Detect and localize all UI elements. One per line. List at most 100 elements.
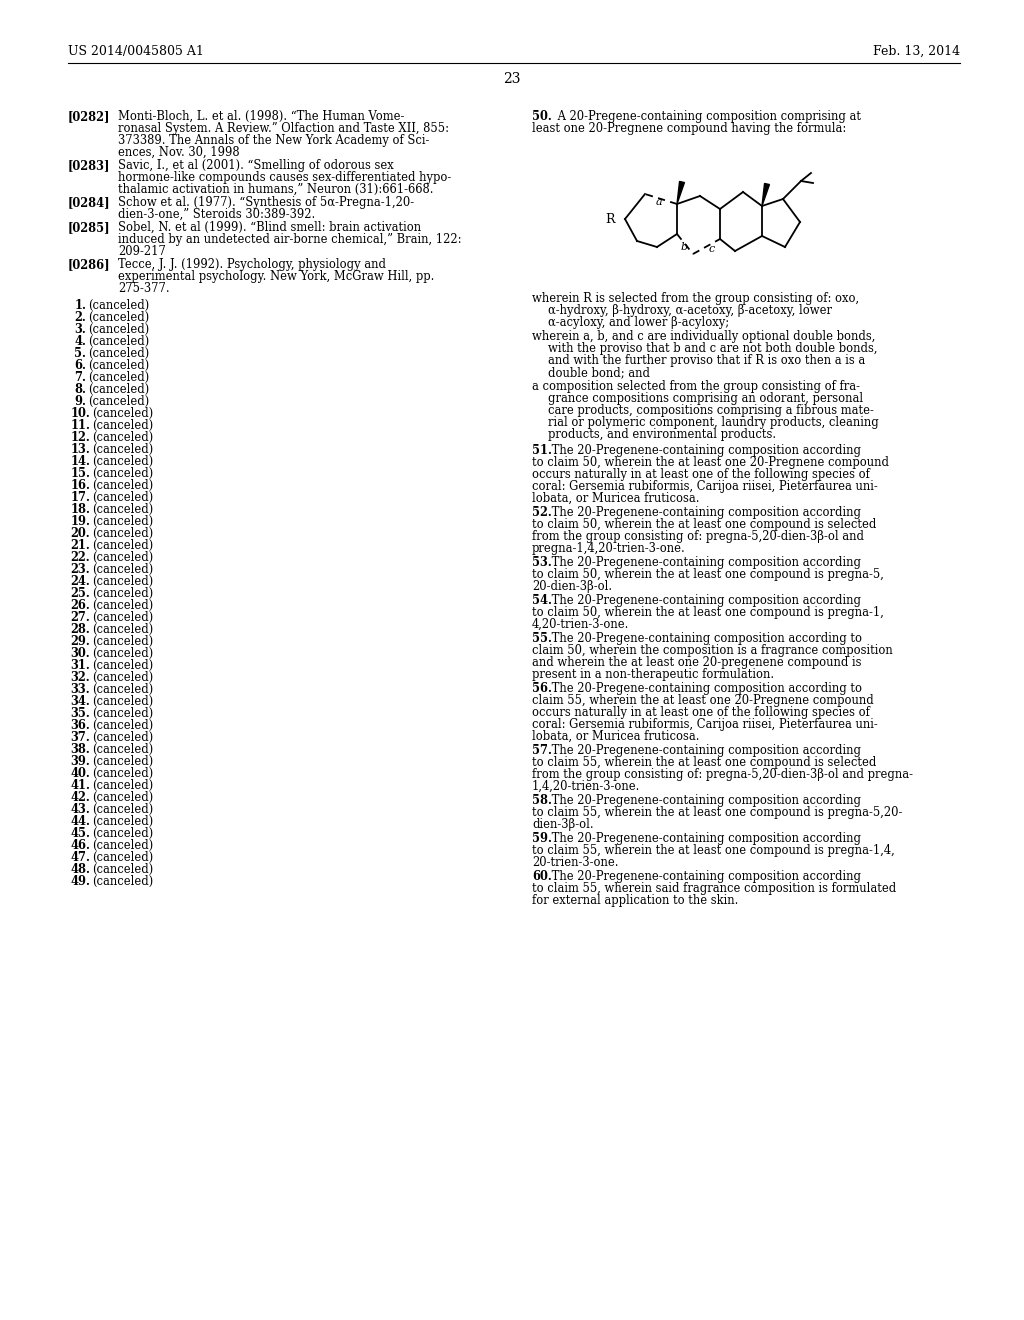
- Text: 1,4,20-trien-3-one.: 1,4,20-trien-3-one.: [532, 780, 640, 793]
- Text: (canceled): (canceled): [92, 527, 154, 540]
- Text: claim 55, wherein the at least one 20-Pregnene compound: claim 55, wherein the at least one 20-Pr…: [532, 694, 873, 708]
- Text: The 20-Pregenene-containing composition according: The 20-Pregenene-containing composition …: [548, 744, 860, 756]
- Text: to claim 55, wherein said fragrance composition is formulated: to claim 55, wherein said fragrance comp…: [532, 882, 896, 895]
- Text: occurs naturally in at least one of the following species of: occurs naturally in at least one of the …: [532, 706, 869, 719]
- Text: and with the further proviso that if R is oxo then a is a: and with the further proviso that if R i…: [548, 354, 865, 367]
- Text: (canceled): (canceled): [92, 875, 154, 888]
- Text: to claim 55, wherein the at least one compound is pregna-5,20-: to claim 55, wherein the at least one co…: [532, 807, 902, 818]
- Text: (canceled): (canceled): [92, 682, 154, 696]
- Text: (canceled): (canceled): [92, 407, 154, 420]
- Text: lobata, or Muricea fruticosa.: lobata, or Muricea fruticosa.: [532, 492, 699, 506]
- Text: Feb. 13, 2014: Feb. 13, 2014: [872, 45, 961, 58]
- Text: to claim 55, wherein the at least one compound is selected: to claim 55, wherein the at least one co…: [532, 756, 877, 770]
- Text: (canceled): (canceled): [92, 432, 154, 444]
- Text: (canceled): (canceled): [92, 479, 154, 492]
- Text: (canceled): (canceled): [92, 863, 154, 876]
- Text: (canceled): (canceled): [92, 851, 154, 865]
- Text: (canceled): (canceled): [92, 576, 154, 587]
- Text: (canceled): (canceled): [92, 767, 154, 780]
- Text: The 20-Pregenene-containing composition according: The 20-Pregenene-containing composition …: [548, 444, 860, 457]
- Text: 25.: 25.: [71, 587, 90, 601]
- Text: 30.: 30.: [71, 647, 90, 660]
- Text: The 20-Pregenene-containing composition according: The 20-Pregenene-containing composition …: [548, 870, 860, 883]
- Text: grance compositions comprising an odorant, personal: grance compositions comprising an odoran…: [548, 392, 863, 405]
- Text: 31.: 31.: [71, 659, 90, 672]
- Text: 9.: 9.: [74, 395, 86, 408]
- Text: A 20-Pregene-containing composition comprising at: A 20-Pregene-containing composition comp…: [554, 110, 861, 123]
- Text: 34.: 34.: [71, 696, 90, 708]
- Text: 32.: 32.: [71, 671, 90, 684]
- Text: 13.: 13.: [71, 444, 90, 455]
- Text: 40.: 40.: [71, 767, 90, 780]
- Text: 19.: 19.: [70, 515, 90, 528]
- Text: (canceled): (canceled): [92, 515, 154, 528]
- Text: 4.: 4.: [74, 335, 86, 348]
- Text: 36.: 36.: [71, 719, 90, 733]
- Text: c: c: [709, 244, 715, 255]
- Text: 17.: 17.: [70, 491, 90, 504]
- Text: (canceled): (canceled): [88, 371, 150, 384]
- Text: (canceled): (canceled): [92, 719, 154, 733]
- Text: 11.: 11.: [70, 418, 90, 432]
- Text: (canceled): (canceled): [92, 611, 154, 624]
- Text: from the group consisting of: pregna-5,20-dien-3β-ol and pregna-: from the group consisting of: pregna-5,2…: [532, 768, 913, 781]
- Text: ronasal System. A Review.” Olfaction and Taste XII, 855:: ronasal System. A Review.” Olfaction and…: [118, 121, 449, 135]
- Text: coral: Gersemia rubiformis, Carijoa riisei, Pieterfaurea uni-: coral: Gersemia rubiformis, Carijoa riis…: [532, 718, 878, 731]
- Text: pregna-1,4,20-trien-3-one.: pregna-1,4,20-trien-3-one.: [532, 543, 686, 554]
- Text: α-acyloxy, and lower β-acyloxy;: α-acyloxy, and lower β-acyloxy;: [548, 315, 729, 329]
- Text: 4,20-trien-3-one.: 4,20-trien-3-one.: [532, 618, 630, 631]
- Text: (canceled): (canceled): [88, 395, 150, 408]
- Text: 47.: 47.: [70, 851, 90, 865]
- Text: 52.: 52.: [532, 506, 552, 519]
- Text: [0283]: [0283]: [68, 158, 111, 172]
- Text: 209-217: 209-217: [118, 246, 166, 257]
- Text: Tecce, J. J. (1992). Psychology, physiology and: Tecce, J. J. (1992). Psychology, physiol…: [118, 257, 386, 271]
- Text: (canceled): (canceled): [92, 659, 154, 672]
- Text: b: b: [681, 242, 688, 252]
- Text: 57.: 57.: [532, 744, 552, 756]
- Text: (canceled): (canceled): [88, 359, 150, 372]
- Text: The 20-Pregenene-containing composition according: The 20-Pregenene-containing composition …: [548, 594, 860, 607]
- Text: to claim 55, wherein the at least one compound is pregna-1,4,: to claim 55, wherein the at least one co…: [532, 843, 895, 857]
- Text: 23: 23: [503, 73, 521, 86]
- Text: 27.: 27.: [71, 611, 90, 624]
- Text: (canceled): (canceled): [92, 779, 154, 792]
- Text: (canceled): (canceled): [88, 323, 150, 337]
- Text: 22.: 22.: [71, 550, 90, 564]
- Text: [0284]: [0284]: [68, 195, 111, 209]
- Text: a composition selected from the group consisting of fra-: a composition selected from the group co…: [532, 380, 860, 393]
- Text: induced by an undetected air-borne chemical,” Brain, 122:: induced by an undetected air-borne chemi…: [118, 234, 462, 246]
- Text: 56.: 56.: [532, 682, 552, 696]
- Text: 12.: 12.: [71, 432, 90, 444]
- Text: a: a: [656, 197, 663, 207]
- Text: US 2014/0045805 A1: US 2014/0045805 A1: [68, 45, 204, 58]
- Text: [0282]: [0282]: [68, 110, 111, 123]
- Text: 16.: 16.: [70, 479, 90, 492]
- Text: (canceled): (canceled): [92, 696, 154, 708]
- Text: 21.: 21.: [71, 539, 90, 552]
- Text: 46.: 46.: [70, 840, 90, 851]
- Text: 23.: 23.: [71, 564, 90, 576]
- Text: 55.: 55.: [532, 632, 552, 645]
- Text: coral: Gersemia rubiformis, Carijoa riisei, Pieterfaurea uni-: coral: Gersemia rubiformis, Carijoa riis…: [532, 480, 878, 492]
- Text: 48.: 48.: [70, 863, 90, 876]
- Text: 1.: 1.: [74, 300, 86, 312]
- Text: 33.: 33.: [71, 682, 90, 696]
- Text: (canceled): (canceled): [88, 335, 150, 348]
- Text: to claim 50, wherein the at least one 20-Pregnene compound: to claim 50, wherein the at least one 20…: [532, 455, 889, 469]
- Text: (canceled): (canceled): [92, 814, 154, 828]
- Text: products, and environmental products.: products, and environmental products.: [548, 428, 776, 441]
- Text: least one 20-Pregnene compound having the formula:: least one 20-Pregnene compound having th…: [532, 121, 846, 135]
- Text: ences, Nov. 30, 1998: ences, Nov. 30, 1998: [118, 147, 240, 158]
- Text: (canceled): (canceled): [92, 623, 154, 636]
- Text: 15.: 15.: [70, 467, 90, 480]
- Text: 8.: 8.: [74, 383, 86, 396]
- Text: The 20-Pregenene-containing composition according: The 20-Pregenene-containing composition …: [548, 556, 860, 569]
- Text: dien-3-one,” Steroids 30:389-392.: dien-3-one,” Steroids 30:389-392.: [118, 209, 315, 220]
- Text: Savic, I., et al (2001). “Smelling of odorous sex: Savic, I., et al (2001). “Smelling of od…: [118, 158, 394, 172]
- Text: 24.: 24.: [71, 576, 90, 587]
- Text: The 20-Pregene-containing composition according to: The 20-Pregene-containing composition ac…: [548, 632, 861, 645]
- Text: The 20-Pregene-containing composition according to: The 20-Pregene-containing composition ac…: [548, 682, 861, 696]
- Text: R: R: [605, 213, 614, 226]
- Text: (canceled): (canceled): [92, 550, 154, 564]
